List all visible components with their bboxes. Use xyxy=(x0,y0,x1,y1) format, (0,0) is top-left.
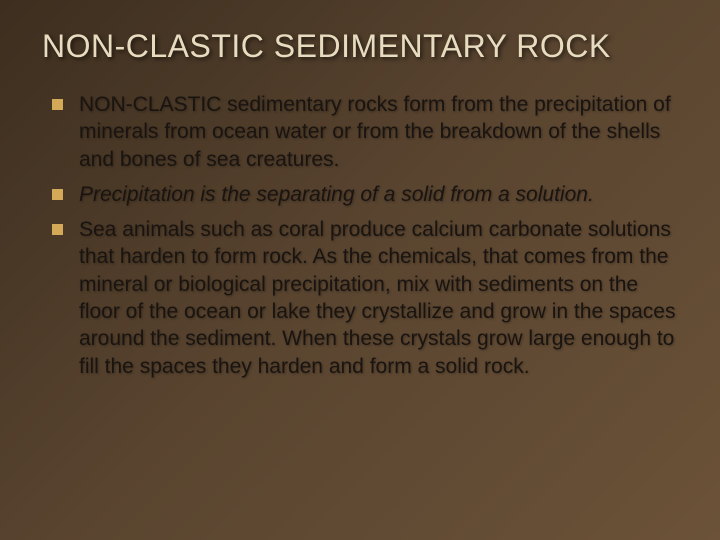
bullet-text: NON-CLASTIC sedimentary rocks form from … xyxy=(79,91,678,173)
slide-title: NON-CLASTIC SEDIMENTARY ROCK xyxy=(42,28,678,65)
bullet-text: Sea animals such as coral produce calciu… xyxy=(79,216,678,380)
slide-content: NON-CLASTIC sedimentary rocks form from … xyxy=(42,91,678,380)
bullet-item: NON-CLASTIC sedimentary rocks form from … xyxy=(52,91,678,173)
bullet-item: Precipitation is the separating of a sol… xyxy=(52,181,678,208)
bullet-square-icon xyxy=(52,99,63,110)
bullet-item: Sea animals such as coral produce calciu… xyxy=(52,216,678,380)
bullet-square-icon xyxy=(52,189,63,200)
bullet-text: Precipitation is the separating of a sol… xyxy=(79,181,594,208)
bullet-square-icon xyxy=(52,224,63,235)
slide-container: NON-CLASTIC SEDIMENTARY ROCK NON-CLASTIC… xyxy=(0,0,720,540)
